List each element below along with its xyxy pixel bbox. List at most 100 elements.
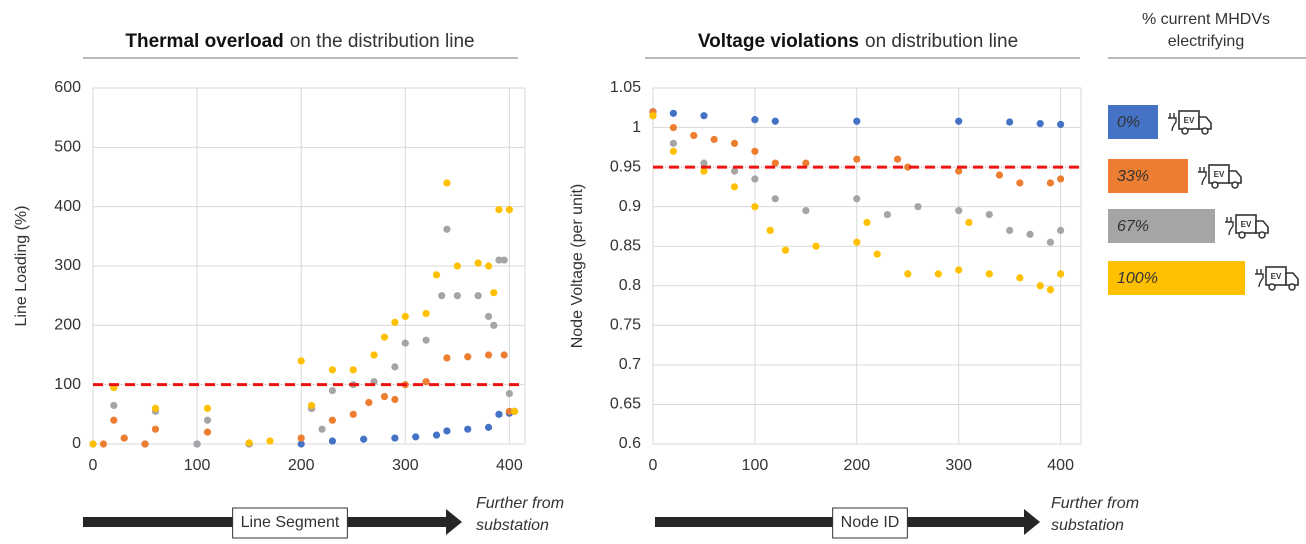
icon-text: EV [1271, 272, 1282, 281]
y-tick-label: 600 [54, 79, 81, 96]
legend-title: electrifying [1168, 33, 1244, 50]
data-point [203, 416, 212, 424]
data-point [1036, 120, 1044, 128]
y-tick-label: 0.9 [619, 198, 641, 215]
data-point [432, 431, 441, 439]
title-bold: Thermal overload [125, 31, 283, 52]
data-point [1016, 179, 1024, 187]
data-point [649, 112, 657, 120]
icon-cab [1255, 220, 1269, 234]
icon-wheel [1288, 283, 1296, 291]
data-point [700, 159, 708, 167]
data-point [985, 270, 993, 278]
icon-cab [1228, 170, 1242, 184]
data-point [495, 256, 503, 264]
arrow-head [1024, 509, 1040, 535]
data-point [1046, 286, 1055, 294]
data-point [904, 270, 912, 278]
data-point [453, 262, 461, 270]
chart-title: Thermal overload on the distribution line [125, 31, 474, 52]
data-point [349, 366, 357, 374]
y-tick-label: 500 [54, 139, 81, 156]
y-tick-label: 400 [54, 198, 81, 215]
data-point [443, 354, 451, 362]
data-point [771, 159, 779, 167]
data-point [422, 336, 430, 344]
data-point [203, 404, 212, 412]
data-point [669, 123, 677, 132]
direction-note: substation [1051, 517, 1124, 534]
data-point [751, 147, 759, 155]
data-point [391, 434, 399, 442]
data-point [401, 312, 409, 321]
data-point [490, 289, 498, 297]
data-point [1006, 118, 1014, 126]
title-bold: Voltage violations [698, 31, 859, 52]
icon-wheel [1238, 231, 1246, 239]
data-point [669, 147, 677, 155]
legend-title: % current MHDVs [1142, 11, 1270, 28]
data-point [965, 218, 973, 227]
data-point [730, 167, 739, 175]
data-point [853, 238, 861, 246]
x-tick-label: 300 [945, 457, 972, 474]
icon-plug [1198, 167, 1207, 186]
data-point [412, 433, 420, 441]
icon-text: EV [1241, 220, 1252, 229]
legend-swatch [1108, 261, 1245, 295]
plot-frame [92, 87, 526, 445]
data-point [873, 250, 881, 258]
data-point [297, 440, 305, 448]
x-tick-label: 200 [843, 457, 870, 474]
data-point [669, 109, 677, 117]
data-point [266, 437, 274, 445]
data-point [802, 159, 810, 167]
x-axis-label: Node ID [841, 514, 900, 531]
x-tick-label: 200 [288, 457, 315, 474]
data-point [484, 423, 493, 431]
icon-plug [1168, 113, 1177, 132]
data-point [203, 428, 212, 436]
icon-plug [1225, 217, 1234, 236]
legend-label: 0% [1117, 114, 1140, 131]
data-point [401, 339, 409, 347]
data-point [730, 183, 739, 191]
data-point [1006, 226, 1014, 234]
data-point [500, 351, 508, 359]
data-point [1057, 175, 1065, 183]
data-point [391, 395, 399, 404]
data-point [328, 366, 337, 374]
data-point [883, 210, 891, 219]
data-point [1046, 179, 1055, 187]
data-point [505, 206, 513, 214]
legend-swatch [1108, 105, 1158, 139]
icon-wheel [1258, 231, 1266, 239]
data-point [490, 321, 498, 329]
icon-wheel [1201, 127, 1209, 135]
data-point [955, 167, 963, 175]
data-point [443, 225, 451, 233]
y-tick-label: 1.05 [610, 79, 641, 96]
data-point [495, 410, 503, 418]
data-point [328, 387, 337, 395]
legend-swatch [1108, 159, 1188, 193]
data-point [99, 440, 108, 448]
y-tick-label: 300 [54, 257, 81, 274]
data-point [853, 195, 861, 203]
direction-note: substation [476, 517, 549, 534]
data-point [141, 440, 149, 448]
y-tick-label: 0.65 [610, 396, 641, 413]
data-point [812, 242, 820, 250]
data-point [893, 155, 902, 163]
x-tick-label: 100 [184, 457, 211, 474]
ev-truck-icon: EV [1225, 214, 1269, 239]
data-point [328, 437, 337, 445]
data-point [751, 175, 759, 183]
data-point [318, 425, 326, 433]
data-point [771, 117, 779, 125]
data-point [474, 292, 482, 300]
arrow-head [446, 509, 462, 535]
x-tick-label: 0 [649, 457, 658, 474]
data-point [360, 435, 368, 443]
x-tick-label: 400 [1047, 457, 1074, 474]
